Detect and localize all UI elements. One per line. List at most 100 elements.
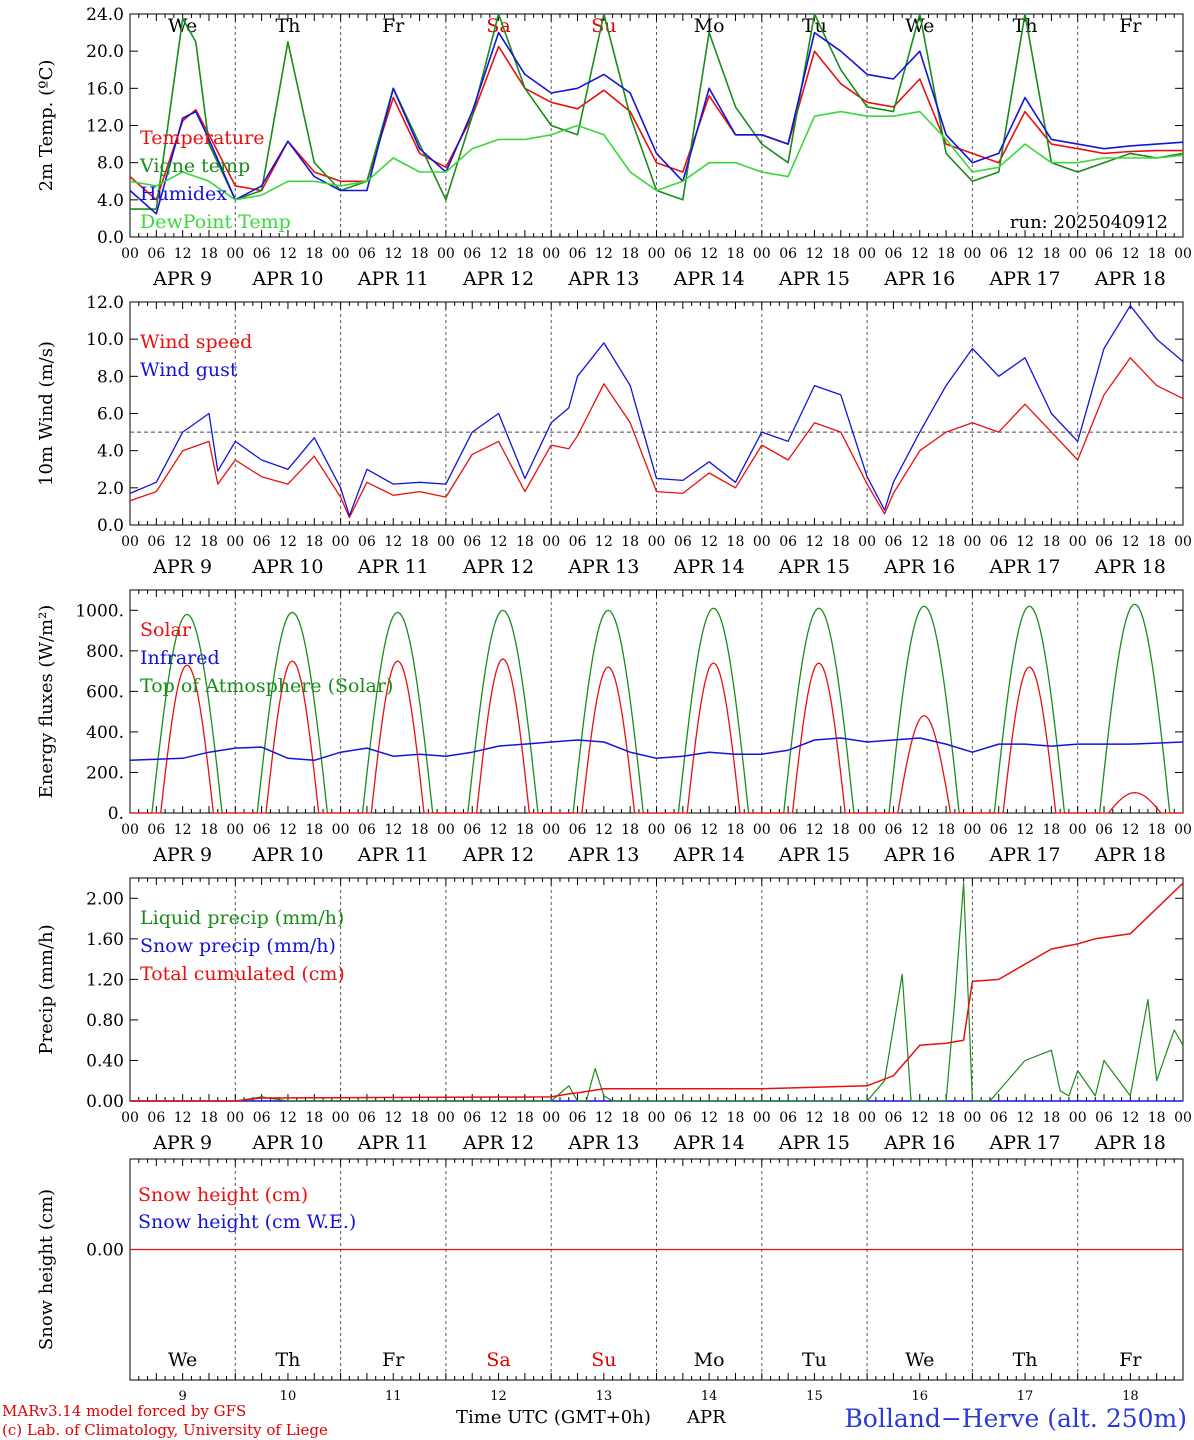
day-number: 16 [911, 1389, 928, 1404]
credit-line-2: (c) Lab. of Climatology, University of L… [2, 1421, 328, 1439]
x-hour-tick-label: 06 [779, 246, 797, 262]
y-tick-label: 1000. [75, 601, 124, 621]
x-hour-tick-label: 12 [279, 822, 297, 838]
x-hour-tick-label: 18 [200, 822, 218, 838]
x-hour-tick-label: 12 [174, 822, 192, 838]
y-tick-label: 24.0 [86, 5, 124, 25]
x-day-label: APR 17 [989, 1132, 1061, 1154]
x-hour-tick-label: 00 [437, 534, 455, 550]
x-day-label: APR 14 [673, 1132, 745, 1154]
x-day-label: APR 17 [989, 844, 1061, 866]
x-hour-tick-label: 00 [963, 246, 981, 262]
y-tick-label: 600. [86, 682, 124, 702]
x-hour-tick-label: 00 [332, 534, 350, 550]
x-day-label: APR 9 [152, 268, 212, 290]
x-day-label: APR 9 [152, 1132, 212, 1154]
legend-wind-gust: Wind gust [140, 359, 238, 381]
x-hour-tick-label: 00 [226, 822, 244, 838]
x-hour-tick-label: 06 [253, 1110, 271, 1126]
x-hour-tick-label: 18 [832, 246, 850, 262]
legend-snow-precip: Snow precip (mm/h) [140, 935, 336, 957]
x-hour-tick-label: 12 [806, 534, 824, 550]
x-hour-tick-label: 00 [542, 246, 560, 262]
x-day-label: APR 15 [778, 556, 850, 578]
x-hour-tick-label: 06 [779, 822, 797, 838]
weekday-label: Th [1013, 15, 1038, 37]
x-hour-tick-label: 06 [253, 534, 271, 550]
y-tick-label: 800. [86, 642, 124, 662]
x-day-label: APR 9 [152, 556, 212, 578]
x-hour-tick-label: 06 [358, 246, 376, 262]
x-hour-tick-label: 00 [648, 1110, 666, 1126]
x-day-label: APR 18 [1094, 556, 1166, 578]
panel-frame-temp [129, 13, 1184, 238]
x-hour-tick-label: 00 [858, 246, 876, 262]
x-day-label: APR 10 [251, 556, 323, 578]
x-hour-tick-label: 18 [621, 534, 639, 550]
x-hour-tick-label: 12 [806, 822, 824, 838]
x-hour-tick-label: 18 [1148, 534, 1166, 550]
weekday-label: Fr [1119, 1349, 1142, 1371]
x-day-label: APR 14 [673, 556, 745, 578]
y-axis-label-precip: Precip (mm/h) [36, 924, 57, 1054]
x-hour-tick-label: 18 [621, 246, 639, 262]
weekday-label: Th [1013, 1349, 1038, 1371]
weekday-label: Tu [802, 15, 827, 37]
x-hour-tick-label: 00 [1069, 1110, 1087, 1126]
weekday-label: Su [591, 15, 616, 37]
x-axis-label: Time UTC (GMT+0h) [456, 1407, 651, 1428]
x-hour-tick-label: 12 [911, 822, 929, 838]
x-hour-tick-label: 12 [806, 246, 824, 262]
x-hour-tick-label: 00 [1069, 822, 1087, 838]
x-hour-tick-label: 12 [595, 246, 613, 262]
x-hour-tick-label: 18 [1148, 822, 1166, 838]
x-hour-tick-label: 12 [1016, 822, 1034, 838]
y-tick-label: 8.0 [97, 154, 124, 174]
legend-toa: Top of Atmosphere (Solar) [140, 675, 393, 697]
day-number: 11 [385, 1389, 402, 1404]
legend-temp-0: Temperature [140, 127, 264, 149]
x-hour-tick-label: 18 [516, 534, 534, 550]
x-hour-tick-label: 18 [1042, 534, 1060, 550]
x-hour-tick-label: 18 [305, 534, 323, 550]
x-hour-tick-label: 12 [490, 246, 508, 262]
x-hour-tick-label: 12 [490, 534, 508, 550]
series-toa-solar [130, 603, 1183, 814]
series-infrared [129, 737, 1184, 762]
x-hour-tick-label: 06 [253, 822, 271, 838]
y-tick-label: 0.0 [97, 516, 124, 536]
x-hour-tick-label: 18 [305, 1110, 323, 1126]
x-hour-tick-label: 06 [253, 246, 271, 262]
weekday-label: Fr [382, 1349, 405, 1371]
x-hour-tick-label: 18 [832, 534, 850, 550]
y-tick-label: 1.20 [86, 970, 124, 990]
x-hour-tick-label: 06 [990, 534, 1008, 550]
x-hour-tick-label: 00 [753, 822, 771, 838]
y-axis-label-wind: 10m Wind (m/s) [36, 341, 57, 486]
x-day-label: APR 11 [357, 1132, 429, 1154]
x-hour-tick-label: 06 [569, 534, 587, 550]
x-hour-tick-label: 06 [885, 822, 903, 838]
weekday-label: Tu [802, 1349, 827, 1371]
x-hour-tick-label: 06 [463, 534, 481, 550]
x-hour-tick-label: 12 [1016, 246, 1034, 262]
y-axis-label-snow: Snow height (cm) [36, 1189, 57, 1350]
x-hour-tick-label: 18 [200, 1110, 218, 1126]
x-hour-tick-label: 18 [411, 534, 429, 550]
x-hour-tick-label: 18 [1042, 822, 1060, 838]
x-hour-tick-label: 06 [885, 246, 903, 262]
x-hour-tick-label: 06 [147, 534, 165, 550]
x-hour-tick-label: 06 [779, 1110, 797, 1126]
x-day-label: APR 13 [567, 1132, 639, 1154]
x-hour-tick-label: 18 [727, 822, 745, 838]
day-number: 12 [490, 1389, 507, 1404]
weekday-label: Th [275, 15, 300, 37]
legend-solar: Solar [140, 619, 192, 641]
legend-snow-height: Snow height (cm) [138, 1184, 308, 1206]
legend-wind-speed: Wind speed [140, 331, 252, 353]
x-hour-tick-label: 00 [648, 822, 666, 838]
x-day-label: APR 14 [673, 844, 745, 866]
y-tick-label: 20.0 [86, 42, 124, 62]
x-day-label: APR 17 [989, 556, 1061, 578]
x-hour-tick-label: 00 [437, 1110, 455, 1126]
